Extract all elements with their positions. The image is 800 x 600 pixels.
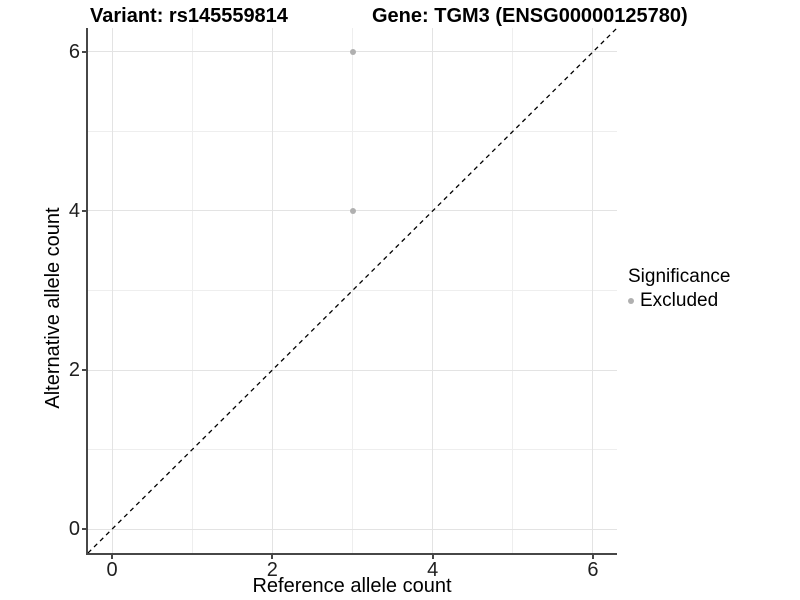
y-tick-label: 4 — [68, 199, 80, 222]
gridline-major-y — [88, 369, 617, 371]
data-point — [349, 48, 356, 55]
gridline-minor-y — [88, 449, 617, 451]
gridline-major-x — [111, 28, 113, 553]
gridline-major-x — [271, 28, 273, 553]
legend-item-label: Excluded — [640, 290, 719, 311]
x-tick-label: 4 — [427, 559, 439, 581]
identity-line — [88, 28, 617, 553]
gridline-major-x — [432, 28, 434, 553]
x-tick-mark — [591, 555, 594, 559]
x-tick-mark — [271, 555, 274, 559]
y-tick-mark — [82, 528, 86, 531]
x-axis-line — [86, 553, 617, 555]
x-axis-title: Reference allele count — [252, 575, 452, 597]
data-point — [349, 207, 356, 214]
plot-title-gene: Gene: TGM3 (ENSG00000125780) — [372, 5, 688, 27]
x-tick-label: 6 — [587, 559, 599, 581]
y-tick-label: 0 — [68, 518, 80, 541]
gridline-major-y — [88, 528, 617, 530]
legend: Significance Excluded — [628, 265, 730, 312]
plot-title-variant: Variant: rs145559814 — [90, 5, 288, 27]
gridline-minor-y — [88, 290, 617, 291]
y-tick-label: 6 — [68, 40, 80, 63]
plot-panel — [88, 28, 617, 553]
y-axis-line — [86, 28, 88, 555]
legend-item: Excluded — [628, 290, 730, 312]
x-tick-label: 0 — [106, 559, 118, 581]
x-tick-mark — [111, 555, 114, 559]
legend-title: Significance — [628, 266, 731, 287]
legend-point-icon — [628, 298, 634, 304]
x-tick-label: 2 — [266, 559, 278, 581]
gridline-major-x — [592, 28, 594, 553]
y-tick-mark — [82, 209, 86, 212]
gridline-minor-y — [88, 130, 617, 132]
x-tick-mark — [431, 555, 434, 559]
y-tick-mark — [82, 369, 86, 372]
y-tick-label: 2 — [68, 359, 80, 382]
legend-items: Excluded — [628, 290, 730, 312]
y-tick-mark — [82, 50, 86, 53]
